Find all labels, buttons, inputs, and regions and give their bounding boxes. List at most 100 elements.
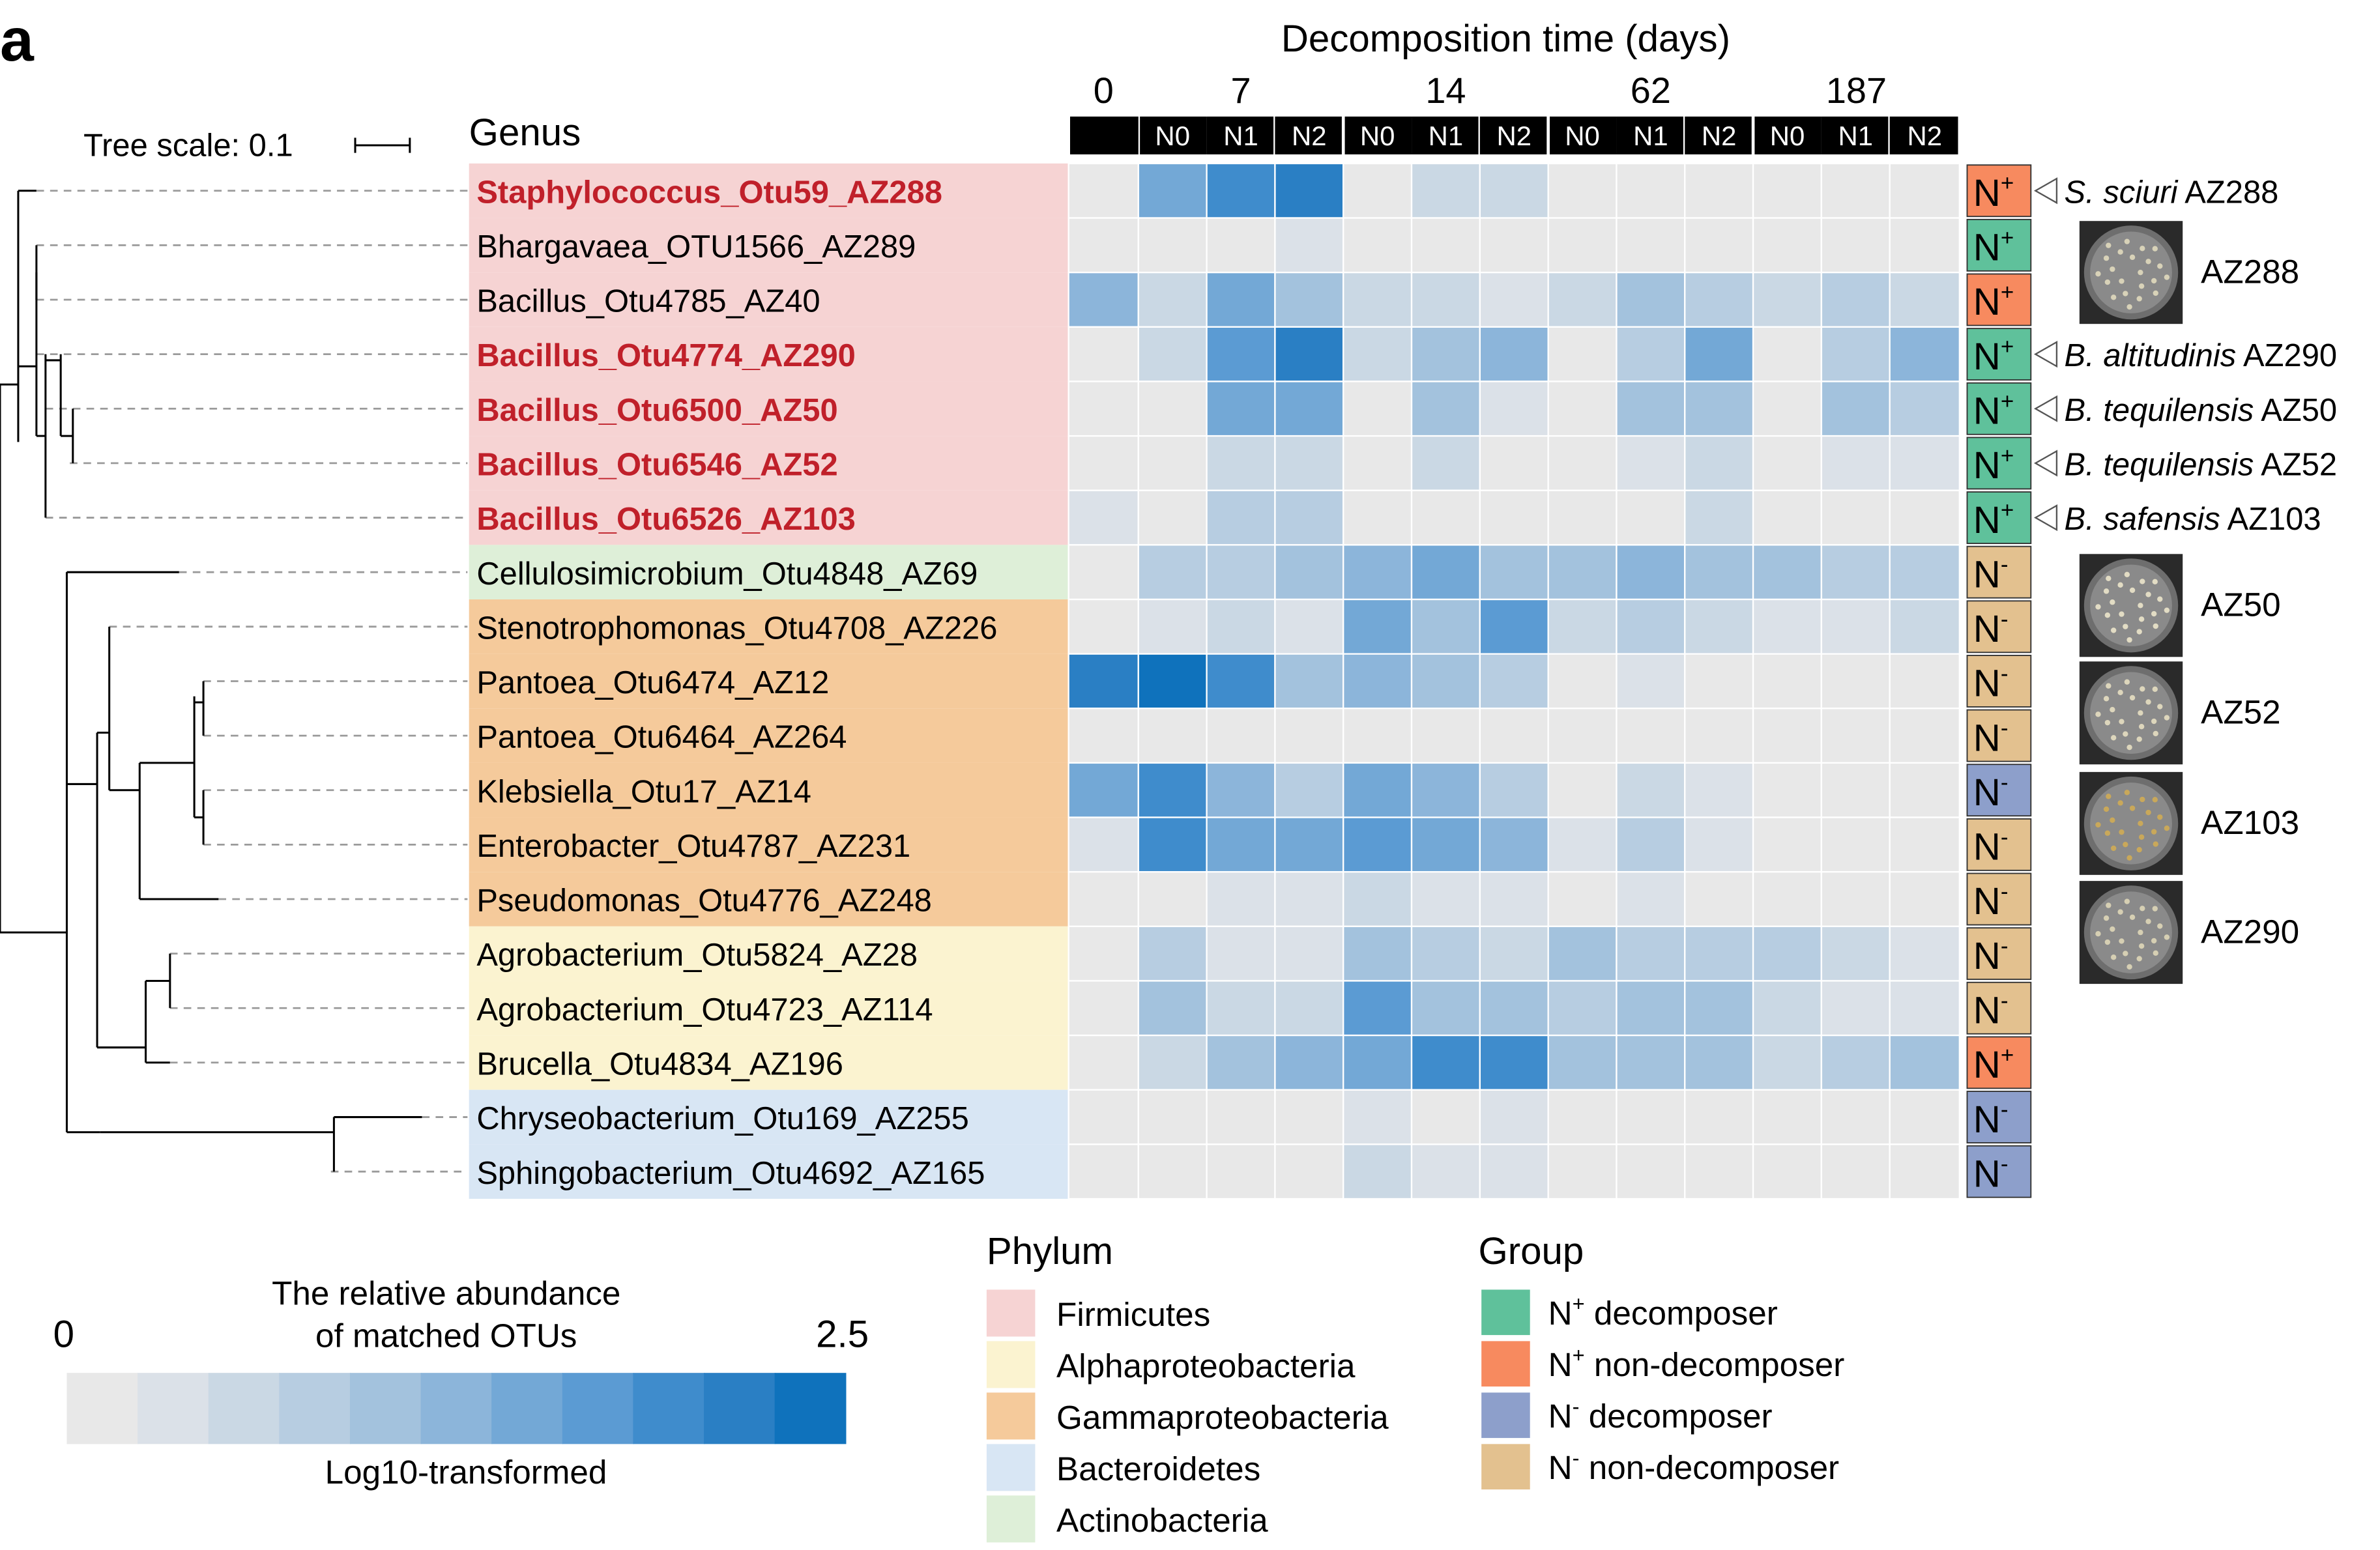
- genus-header: Genus: [469, 111, 581, 154]
- group-cell: [1966, 1145, 2032, 1198]
- heatmap-cell: [1889, 1034, 1961, 1091]
- heatmap-cell: [1889, 653, 1961, 710]
- colorbar-min-label: 0: [53, 1313, 74, 1356]
- genus-label: Pantoea_Otu6474_AZ12: [476, 665, 829, 700]
- heatmap-cell: [1820, 272, 1891, 328]
- group-cell: [1966, 764, 2032, 817]
- column-label: N1: [1838, 121, 1874, 151]
- colony: [2104, 279, 2111, 285]
- tree-scale-bar: [354, 137, 411, 153]
- heatmap-cell: [1137, 544, 1208, 601]
- colony: [2164, 607, 2170, 613]
- heatmap-cell: [1410, 1034, 1481, 1091]
- heatmap-cell: [1547, 217, 1618, 274]
- heatmap-cell: [1547, 326, 1618, 382]
- heatmap-cell: [1067, 653, 1139, 710]
- culture-plates: AZ288 AZ50 AZ52 AZ103 AZ290: [2079, 221, 2299, 984]
- strain-name: AZ50: [2254, 393, 2337, 428]
- heatmap-cell: [1137, 162, 1208, 219]
- genus-label: Stenotrophomonas_Otu4708_AZ226: [476, 610, 997, 646]
- group-legend-text: non-decomposer: [1580, 1449, 1840, 1486]
- heatmap-cell: [1274, 980, 1344, 1037]
- heatmap-cell: [1684, 162, 1754, 219]
- heatmap-cell: [1616, 435, 1686, 491]
- heatmap-cell: [1274, 653, 1344, 710]
- heatmap-cell: [1410, 925, 1481, 982]
- colorbar-swatch: [138, 1373, 209, 1444]
- heatmap-cell: [1206, 326, 1276, 382]
- heatmap-cell: [1410, 272, 1481, 328]
- colony: [2157, 814, 2163, 820]
- heatmap-cell: [1547, 708, 1618, 764]
- colony: [2152, 797, 2158, 803]
- column-header-box: [1889, 116, 1958, 154]
- heatmap-cell: [1616, 162, 1686, 219]
- heatmap-cell: [1616, 272, 1686, 328]
- heatmap-cell: [1274, 544, 1344, 601]
- isolate-pointer: [2033, 395, 2058, 422]
- phylum-band: [469, 163, 1069, 218]
- heatmap-cell: [1342, 326, 1413, 382]
- colony: [2106, 794, 2112, 799]
- colony: [2123, 291, 2128, 296]
- heatmap: [1067, 162, 1961, 1200]
- group-cell: [1966, 1091, 2032, 1143]
- heatmap-cell: [1067, 762, 1139, 818]
- heatmap-cell: [1547, 980, 1618, 1037]
- phylum-swatch: [986, 1392, 1036, 1440]
- heatmap-cell: [1820, 925, 1891, 982]
- heatmap-cell: [1479, 162, 1549, 219]
- heatmap-cell: [1137, 1143, 1208, 1200]
- heatmap-cell: [1410, 217, 1481, 274]
- colony: [2129, 587, 2136, 594]
- heatmap-cell: [1752, 1034, 1823, 1091]
- group-swatch: [1481, 1289, 1530, 1336]
- heatmap-cell: [1889, 1143, 1961, 1200]
- colony: [2104, 830, 2111, 836]
- group-cell: [1966, 818, 2032, 871]
- heatmap-cell: [1206, 708, 1276, 764]
- heatmap-cell: [1479, 380, 1549, 437]
- heatmap-cell: [1684, 925, 1754, 982]
- column-label: N1: [1429, 121, 1464, 151]
- heatmap-cell: [1752, 980, 1823, 1037]
- heatmap-cell: [1410, 980, 1481, 1037]
- heatmap-cell: [1274, 816, 1344, 873]
- heatmap-cell: [1410, 598, 1481, 655]
- heatmap-cell: [1206, 435, 1276, 491]
- group-cell: [1966, 328, 2032, 381]
- group-symbol: N-: [1973, 879, 2009, 923]
- colony: [2110, 627, 2117, 633]
- group-symbol: N+: [1973, 225, 2014, 268]
- colony: [2104, 719, 2111, 726]
- isolate-label: S. sciuri AZ288: [2065, 175, 2279, 210]
- colony: [2123, 731, 2128, 737]
- heatmap-cell: [1206, 980, 1276, 1037]
- heatmap-cell: [1889, 980, 1961, 1037]
- plate-agar: [2090, 782, 2172, 865]
- heatmap-cell: [1206, 380, 1276, 437]
- group-symbol: N-: [1973, 607, 2009, 650]
- time-point-label: 14: [1425, 70, 1466, 111]
- genus-label: Pseudomonas_Otu4776_AZ248: [476, 883, 932, 919]
- colony: [2129, 914, 2136, 920]
- plate-label: AZ103: [2201, 804, 2299, 841]
- colorbar-title: of matched OTUs: [315, 1317, 577, 1355]
- heatmap-cell: [1684, 544, 1754, 601]
- colony: [2136, 736, 2142, 742]
- heatmap-cell: [1616, 980, 1686, 1037]
- heatmap-cell: [1137, 980, 1208, 1037]
- heatmap-cell: [1342, 653, 1413, 710]
- heatmap-cell: [1684, 1034, 1754, 1091]
- heatmap-cell: [1342, 489, 1413, 546]
- group-legend-text: decomposer: [1585, 1295, 1778, 1332]
- heatmap-cell: [1067, 272, 1139, 328]
- genus-label: Bhargavaea_OTU1566_AZ289: [476, 229, 916, 265]
- heatmap-cell: [1274, 272, 1344, 328]
- heatmap-cell: [1752, 816, 1823, 873]
- heatmap-cell: [1067, 871, 1139, 927]
- species-name: S. sciuri: [2065, 175, 2179, 210]
- heatmap-cell: [1889, 217, 1961, 274]
- heatmap-cell: [1410, 708, 1481, 764]
- heatmap-cell: [1342, 544, 1413, 601]
